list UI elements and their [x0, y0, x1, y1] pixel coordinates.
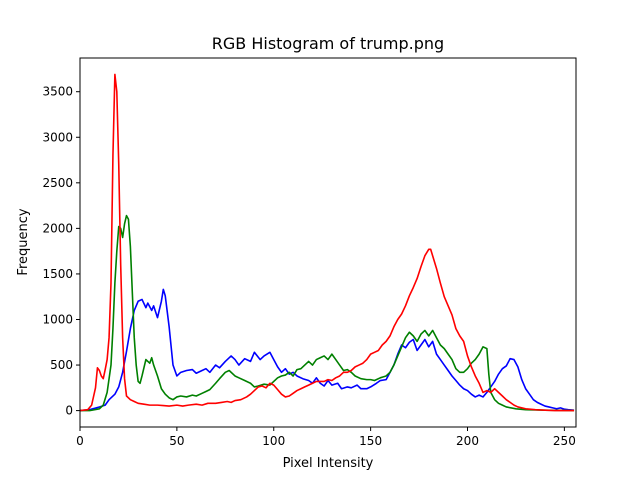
x-tick-label: 200: [456, 434, 479, 448]
y-tick-label: 0: [65, 404, 73, 418]
series-line-2: [79, 73, 575, 412]
series-line-1: [80, 214, 575, 412]
y-tick-label: 2500: [42, 176, 73, 190]
x-axis-ticks: 0 50 100 150 200 250: [76, 427, 576, 448]
y-tick-label: 500: [50, 358, 73, 372]
y-axis-ticks: 0 500 1000 1500 2000 2500 3000 3500: [42, 85, 80, 418]
x-tick-label: 50: [169, 434, 184, 448]
y-tick-label: 1000: [42, 312, 73, 326]
y-tick-label: 1500: [42, 267, 73, 281]
x-tick-label: 0: [76, 434, 84, 448]
x-tick-label: 100: [262, 434, 285, 448]
x-axis-label: Pixel Intensity: [283, 456, 374, 471]
axes-frame: [79, 57, 577, 428]
y-tick-label: 2000: [42, 221, 73, 235]
series-line-0: [79, 288, 575, 412]
plot-area: [79, 57, 577, 428]
chart-title: RGB Histogram of trump.png: [212, 34, 444, 53]
series-layer: [79, 73, 575, 412]
x-tick-label: 150: [359, 434, 382, 448]
y-tick-label: 3500: [42, 85, 73, 99]
y-axis-label: Frequency: [16, 208, 31, 275]
y-tick-label: 3000: [42, 130, 73, 144]
x-tick-label: 250: [553, 434, 576, 448]
